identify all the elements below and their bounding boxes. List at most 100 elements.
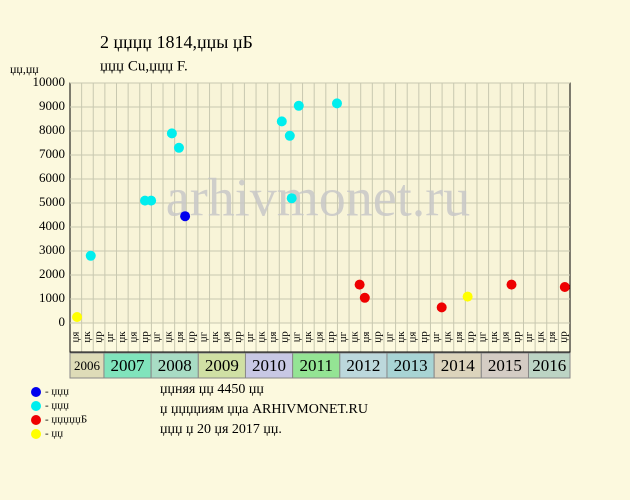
x-tick-label: 2016 bbox=[532, 356, 566, 375]
column-label: џг bbox=[244, 331, 256, 342]
column-label: џк bbox=[488, 331, 500, 343]
column-label: џя bbox=[407, 332, 419, 343]
column-label: џк bbox=[255, 331, 267, 343]
x-tick-label: 2009 bbox=[205, 356, 239, 375]
point bbox=[506, 279, 517, 290]
column-label: џр bbox=[232, 331, 244, 343]
column-label: џг bbox=[197, 331, 209, 342]
column-label: џя bbox=[314, 332, 326, 343]
column-label: џг bbox=[383, 331, 395, 342]
x-tick-label: 2015 bbox=[488, 356, 522, 375]
y-tick-label: 5000 bbox=[39, 194, 65, 209]
column-label: џк bbox=[116, 331, 128, 343]
y-tick-label: 6000 bbox=[39, 170, 65, 185]
column-label: џг bbox=[104, 331, 116, 342]
note: џџняя џџ 4450 џџ bbox=[160, 382, 264, 397]
note: џ џџџџиям џџа ARHIVMONET.RU bbox=[160, 402, 368, 417]
year-band bbox=[197, 352, 246, 379]
column-label: џя bbox=[174, 332, 186, 343]
column-label: џя bbox=[127, 332, 139, 343]
year-band bbox=[103, 352, 152, 379]
y-tick-label: 8000 bbox=[39, 122, 65, 137]
chart-title: 2 џџџџ 1814,џџы џБ bbox=[100, 32, 253, 52]
column-label: џг bbox=[476, 331, 488, 342]
column-label: џр bbox=[558, 331, 570, 343]
column-label: џг bbox=[523, 331, 535, 342]
column-label: џр bbox=[418, 331, 430, 343]
chart-subtitle: џџџ Cu,џџџ F. bbox=[100, 58, 188, 74]
column-label: џр bbox=[325, 331, 337, 343]
column-label: џк bbox=[395, 331, 407, 343]
x-tick-label: 2010 bbox=[252, 356, 286, 375]
column-label: џр bbox=[93, 331, 105, 343]
column-label: џр bbox=[279, 331, 291, 343]
y-tick-label: 4000 bbox=[39, 218, 65, 233]
legend-marker bbox=[31, 429, 41, 439]
x-tick-label: 2012 bbox=[346, 356, 380, 375]
point bbox=[166, 128, 177, 139]
year-band bbox=[527, 352, 571, 379]
point bbox=[354, 279, 365, 290]
y-axis-label: џџ,џџ bbox=[10, 62, 39, 76]
column-label: џя bbox=[69, 332, 81, 343]
y-tick-label: 0 bbox=[59, 314, 66, 329]
column-label: џр bbox=[372, 331, 384, 343]
note: џџџ џ 20 џя 2017 џџ. bbox=[160, 422, 282, 437]
column-label: џя bbox=[360, 332, 372, 343]
column-label: џр bbox=[465, 331, 477, 343]
column-label: џр bbox=[186, 331, 198, 343]
legend-label: - џџџ bbox=[45, 386, 69, 398]
legend-label: - џџ bbox=[45, 428, 63, 440]
legend-marker bbox=[31, 387, 41, 397]
year-band bbox=[244, 352, 294, 379]
column-label: џя bbox=[546, 332, 558, 343]
point bbox=[286, 193, 297, 204]
column-label: џя bbox=[267, 332, 279, 343]
x-tick-label: 2014 bbox=[441, 356, 476, 375]
column-label: џя bbox=[221, 332, 233, 343]
legend-label: - џџџ bbox=[45, 400, 69, 412]
legend-marker bbox=[31, 401, 41, 411]
watermark: arhivmonet.ru bbox=[166, 167, 470, 227]
point bbox=[284, 130, 295, 141]
y-tick-label: 7000 bbox=[39, 146, 65, 161]
point bbox=[331, 98, 342, 109]
y-tick-label: 3000 bbox=[39, 242, 65, 257]
column-label: џр bbox=[139, 331, 151, 343]
point bbox=[276, 116, 287, 127]
column-label: џг bbox=[430, 331, 442, 342]
year-band bbox=[433, 352, 482, 379]
column-label: џг bbox=[151, 331, 163, 342]
year-band bbox=[480, 352, 529, 379]
point bbox=[293, 100, 304, 111]
point bbox=[462, 291, 473, 302]
column-label: џк bbox=[162, 331, 174, 343]
x-tick-label: 2007 bbox=[111, 356, 146, 375]
column-label: џк bbox=[209, 331, 221, 343]
y-tick-label: 10000 bbox=[33, 74, 66, 89]
legend-label: - џџџџџБ bbox=[45, 414, 87, 426]
column-label: џк bbox=[534, 331, 546, 343]
year-band bbox=[386, 352, 435, 379]
point bbox=[173, 142, 184, 153]
point bbox=[72, 312, 83, 322]
column-label: џг bbox=[337, 331, 349, 342]
column-label: џк bbox=[441, 331, 453, 343]
point bbox=[359, 292, 370, 303]
column-label: џк bbox=[81, 331, 93, 343]
point bbox=[559, 282, 570, 292]
y-tick-label: 1000 bbox=[39, 290, 65, 305]
point bbox=[436, 302, 447, 313]
year-band bbox=[150, 352, 199, 379]
x-tick-label: 2011 bbox=[300, 356, 333, 375]
point bbox=[85, 250, 96, 261]
y-tick-label: 9000 bbox=[39, 98, 65, 113]
x-tick-label: 2008 bbox=[158, 356, 192, 375]
column-label: џя bbox=[453, 332, 465, 343]
x-tick-label: 2013 bbox=[394, 356, 428, 375]
column-label: џк bbox=[348, 331, 360, 343]
legend-marker bbox=[31, 415, 41, 425]
y-tick-label: 2000 bbox=[39, 266, 65, 281]
column-label: џк bbox=[302, 331, 314, 343]
